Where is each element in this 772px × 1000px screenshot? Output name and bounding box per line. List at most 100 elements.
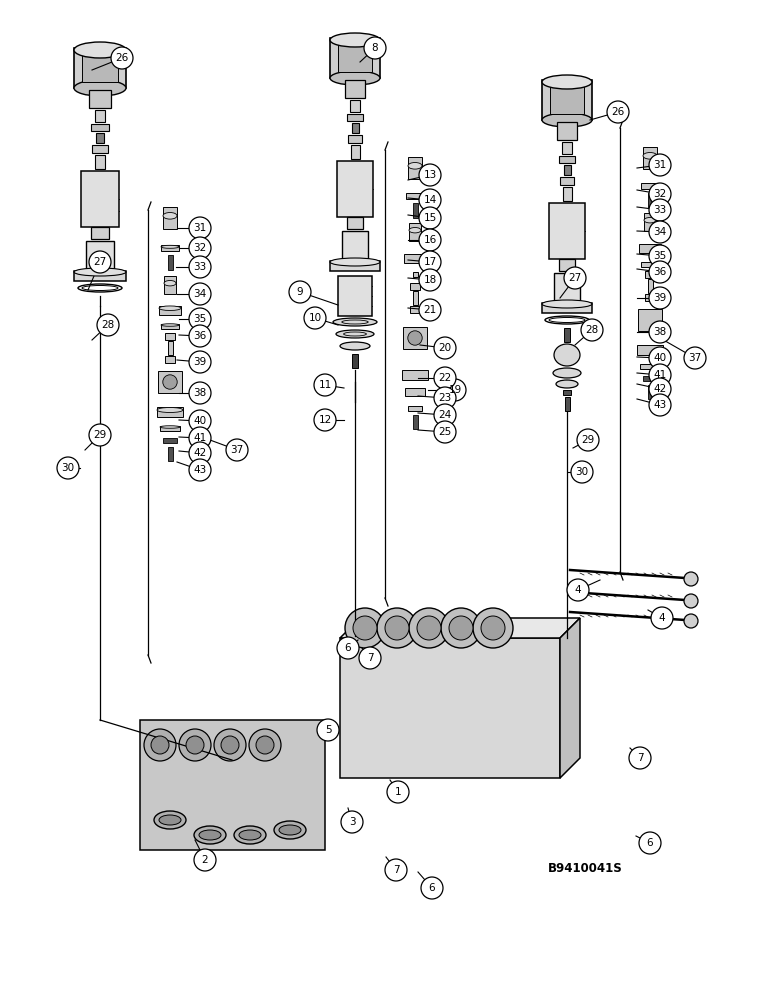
Bar	[165, 356, 175, 363]
Ellipse shape	[330, 71, 380, 85]
Text: 36: 36	[653, 267, 667, 277]
Text: 30: 30	[62, 463, 75, 473]
Circle shape	[189, 427, 211, 449]
Bar	[338, 276, 372, 316]
Ellipse shape	[542, 300, 592, 308]
Circle shape	[151, 736, 169, 754]
Bar	[140, 720, 325, 850]
Text: 41: 41	[193, 433, 207, 443]
Bar	[645, 294, 655, 301]
Circle shape	[649, 378, 671, 400]
Text: 23: 23	[438, 393, 452, 403]
Text: 39: 39	[193, 357, 207, 367]
Text: 27: 27	[568, 273, 581, 283]
Ellipse shape	[164, 280, 176, 286]
Bar	[82, 54, 118, 82]
Bar	[412, 202, 418, 218]
Text: 26: 26	[115, 53, 129, 63]
Bar	[564, 328, 570, 342]
Text: 35: 35	[193, 314, 207, 324]
Circle shape	[419, 299, 441, 321]
Circle shape	[419, 164, 441, 186]
Text: 13: 13	[423, 170, 437, 180]
Ellipse shape	[154, 811, 186, 829]
Bar	[564, 165, 571, 175]
Circle shape	[629, 747, 651, 769]
Ellipse shape	[554, 344, 580, 366]
Circle shape	[189, 325, 211, 347]
Ellipse shape	[157, 408, 183, 412]
Circle shape	[189, 256, 211, 278]
Ellipse shape	[336, 330, 374, 338]
Ellipse shape	[340, 342, 370, 350]
Text: 4: 4	[659, 613, 665, 623]
Bar	[641, 183, 659, 189]
Text: 7: 7	[393, 865, 399, 875]
Ellipse shape	[644, 218, 656, 223]
Circle shape	[649, 364, 671, 386]
Circle shape	[337, 637, 359, 659]
Ellipse shape	[330, 33, 380, 47]
Circle shape	[419, 251, 441, 273]
Circle shape	[89, 424, 111, 446]
Text: 31: 31	[193, 223, 207, 233]
Circle shape	[189, 308, 211, 330]
Bar	[643, 375, 657, 380]
Circle shape	[649, 261, 671, 283]
Ellipse shape	[163, 213, 177, 219]
Circle shape	[649, 245, 671, 267]
Text: 7: 7	[637, 753, 643, 763]
Circle shape	[377, 608, 417, 648]
Polygon shape	[560, 618, 580, 778]
Circle shape	[359, 647, 381, 669]
Bar	[412, 415, 418, 429]
Text: 14: 14	[423, 195, 437, 205]
Circle shape	[434, 404, 456, 426]
Circle shape	[89, 251, 111, 273]
Circle shape	[649, 183, 671, 205]
Bar	[168, 447, 172, 461]
Circle shape	[649, 221, 671, 243]
Circle shape	[649, 154, 671, 176]
Text: 30: 30	[575, 467, 588, 477]
Circle shape	[449, 616, 473, 640]
Circle shape	[189, 283, 211, 305]
Bar	[549, 203, 585, 259]
Text: 17: 17	[423, 257, 437, 267]
Text: 32: 32	[193, 243, 207, 253]
Circle shape	[387, 781, 409, 803]
Circle shape	[353, 616, 377, 640]
Text: 36: 36	[193, 331, 207, 341]
Bar	[338, 44, 372, 72]
Bar	[74, 271, 126, 281]
Bar	[345, 80, 365, 98]
Ellipse shape	[643, 152, 657, 159]
Bar	[168, 341, 172, 355]
Bar	[351, 123, 358, 133]
Bar	[643, 147, 657, 169]
Circle shape	[189, 442, 211, 464]
Bar	[410, 306, 420, 313]
Circle shape	[409, 608, 449, 648]
Circle shape	[444, 379, 466, 401]
Bar	[165, 333, 175, 340]
Bar	[348, 135, 362, 143]
Circle shape	[256, 736, 274, 754]
Bar	[159, 306, 181, 314]
Bar	[410, 283, 420, 290]
Text: 12: 12	[318, 415, 332, 425]
Circle shape	[684, 572, 698, 586]
Circle shape	[419, 229, 441, 251]
Bar	[645, 271, 655, 278]
Circle shape	[419, 269, 441, 291]
Text: 8: 8	[371, 43, 378, 53]
Text: 24: 24	[438, 410, 452, 420]
Text: 1: 1	[394, 787, 401, 797]
Text: 38: 38	[653, 327, 667, 337]
Bar	[95, 110, 105, 122]
Text: 37: 37	[230, 445, 244, 455]
Ellipse shape	[239, 830, 261, 840]
Circle shape	[189, 382, 211, 404]
Bar	[350, 100, 360, 112]
Circle shape	[577, 429, 599, 451]
